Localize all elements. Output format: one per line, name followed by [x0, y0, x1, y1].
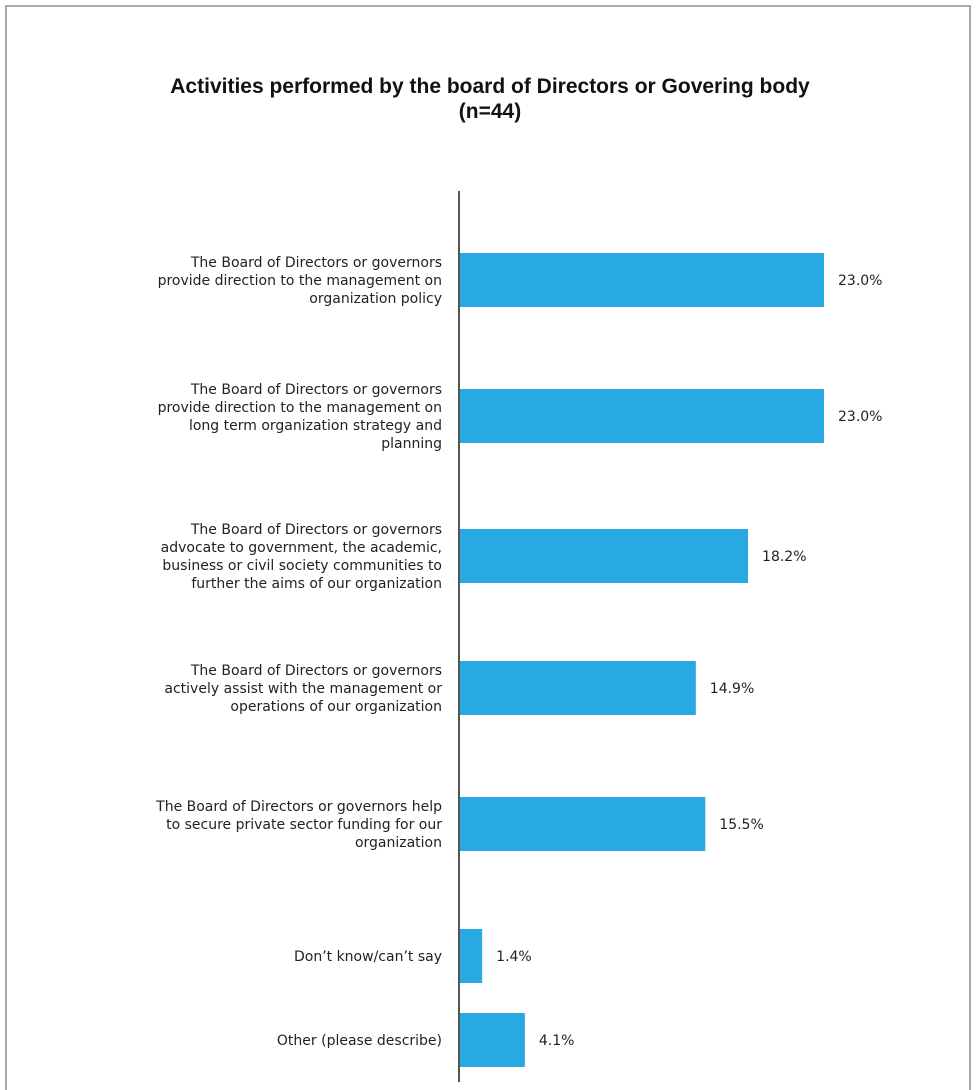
category-label-5: The Board of Directors or governors help… — [155, 799, 442, 851]
category-label-line: provide direction to the management on — [158, 400, 442, 416]
category-label-line: advocate to government, the academic, — [161, 540, 442, 556]
category-label-7: Other (please describe) — [277, 1033, 442, 1049]
category-label-line: actively assist with the management or — [164, 681, 442, 697]
value-label-1: 23.0% — [838, 273, 882, 289]
bar-1 — [460, 253, 824, 307]
bar-5 — [460, 797, 706, 851]
chart-title-text: Activities performed by the board of Dir… — [170, 75, 810, 98]
category-label-2: The Board of Directors or governors provi… — [158, 382, 442, 452]
category-label-line: The Board of Directors or governors — [190, 663, 442, 679]
value-label-5: 15.5% — [719, 817, 763, 833]
bars-layer — [460, 253, 824, 1067]
category-labels-layer: The Board of Directors or governors provi… — [155, 255, 442, 1049]
category-label-line: business or civil society communities to — [162, 558, 442, 574]
category-label-3: The Board of Directors or governors advoc… — [161, 522, 442, 592]
value-label-4: 14.9% — [710, 681, 754, 697]
chart-title: Activities performed by the board of Dir… — [60, 74, 920, 124]
category-label-line: organization — [355, 835, 442, 851]
category-label-6: Don’t know/can’t say — [294, 949, 442, 965]
category-label-line: planning — [381, 436, 442, 452]
value-label-2: 23.0% — [838, 409, 882, 425]
category-label-1: The Board of Directors or governors provi… — [158, 255, 442, 307]
bar-3 — [460, 529, 749, 583]
category-label-line: The Board of Directors or governors — [190, 255, 442, 271]
value-label-6: 1.4% — [496, 949, 532, 965]
category-label-line: long term organization strategy and — [189, 418, 442, 434]
chart-subtitle: (n=44) — [458, 100, 522, 123]
category-label-line: further the aims of our organization — [191, 576, 442, 592]
category-label-line: The Board of Directors or governors — [190, 382, 442, 398]
bar-2 — [460, 389, 824, 443]
value-label-3: 18.2% — [762, 549, 806, 565]
category-label-line: Don’t know/can’t say — [294, 949, 442, 965]
category-label-line: to secure private sector funding for our — [166, 817, 442, 833]
bar-4 — [460, 661, 696, 715]
category-label-4: The Board of Directors or governors activ… — [164, 663, 442, 715]
category-label-line: provide direction to the management on — [158, 273, 442, 289]
category-label-line: operations of our organization — [230, 699, 442, 715]
category-label-line: Other (please describe) — [277, 1033, 442, 1049]
category-label-line: organization policy — [309, 291, 442, 307]
bar-7 — [460, 1013, 525, 1067]
bar-6 — [460, 929, 483, 983]
value-labels-layer: 23.0% 23.0% 18.2% 14.9% 15.5% 1.4% 4.1% — [496, 273, 882, 1049]
value-label-7: 4.1% — [539, 1033, 575, 1049]
category-label-line: The Board of Directors or governors — [190, 522, 442, 538]
category-label-line: The Board of Directors or governors help — [155, 799, 442, 815]
